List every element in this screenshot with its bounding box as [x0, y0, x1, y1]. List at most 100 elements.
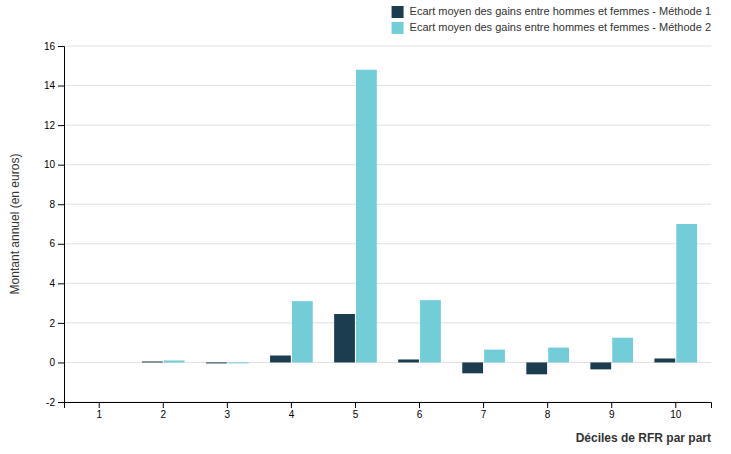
- tick-label: 12: [44, 120, 56, 131]
- tick-mark: [163, 402, 164, 408]
- tick-mark: [547, 402, 548, 408]
- tick-label: 2: [49, 318, 55, 329]
- tick-mark: [291, 402, 292, 408]
- tick: -2: [46, 397, 64, 408]
- bar: [100, 362, 121, 363]
- y-axis-title: Montant annuel (en euros): [8, 154, 22, 295]
- tick-label: 4: [289, 409, 295, 420]
- tick: 10: [670, 402, 682, 420]
- tick-mark: [58, 46, 64, 47]
- bar: [398, 359, 419, 362]
- bar: [142, 361, 163, 363]
- x-axis: 1 2 3 4 5 6 7 8 9 10: [65, 402, 712, 420]
- tick-mark: [227, 402, 228, 408]
- tick-mark: [58, 402, 64, 403]
- y-axis: -2 0 2 4 6 8 10 12 14 16: [44, 41, 65, 408]
- tick-label: 8: [545, 409, 551, 420]
- bar: [420, 300, 441, 362]
- tick: 4: [49, 278, 64, 289]
- tick-label: 9: [609, 409, 615, 420]
- tick: 16: [44, 41, 64, 52]
- bar-series: [142, 314, 675, 374]
- tick-label: 6: [417, 409, 423, 420]
- bar: [334, 314, 355, 362]
- tick-mark: [675, 402, 676, 408]
- chart: 12345678910-20246810121416Montant annuel…: [0, 0, 731, 454]
- tick: 4: [289, 402, 295, 420]
- bar: [270, 356, 291, 363]
- tick: 7: [481, 402, 487, 420]
- bar: [292, 301, 313, 362]
- tick: 5: [353, 402, 359, 420]
- tick: 14: [44, 80, 64, 91]
- tick: 2: [161, 402, 167, 420]
- tick-mark: [58, 125, 64, 126]
- grid-line: [64, 322, 711, 323]
- grid: [64, 46, 711, 402]
- tick-mark: [58, 165, 64, 166]
- bar: [164, 360, 185, 362]
- tick-label: 3: [225, 409, 231, 420]
- tick-mark: [58, 204, 64, 205]
- grid-line: [64, 46, 711, 47]
- legend-item: Ecart moyen des gains entre hommes et fe…: [392, 5, 711, 18]
- tick: 0: [49, 357, 64, 368]
- legend-item: Ecart moyen des gains entre hommes et fe…: [392, 21, 711, 34]
- tick-mark: [58, 283, 64, 284]
- tick-label: 5: [353, 409, 359, 420]
- tick-mark: [58, 86, 64, 87]
- tick-mark: [58, 323, 64, 324]
- legend: Ecart moyen des gains entre hommes et fe…: [392, 5, 711, 34]
- bar: [356, 70, 377, 363]
- grid-line: [64, 85, 711, 86]
- bar: [228, 362, 249, 364]
- axis-line: [65, 403, 712, 409]
- tick-label: 0: [49, 357, 55, 368]
- grid-line: [64, 204, 711, 205]
- bar: [612, 338, 633, 363]
- tick-label: 4: [49, 278, 55, 289]
- grid-line: [64, 243, 711, 244]
- tick-mark: [99, 402, 100, 408]
- tick-mark: [58, 244, 64, 245]
- bars: [142, 70, 697, 375]
- axis-line: [58, 47, 65, 403]
- tick-label: 7: [481, 409, 487, 420]
- tick-mark: [611, 402, 612, 408]
- legend-swatch: [392, 6, 404, 18]
- tick-mark: [483, 402, 484, 408]
- bar: [654, 358, 675, 362]
- tick: 8: [545, 402, 551, 420]
- plot: 12345678910-20246810121416: [44, 41, 712, 420]
- grid-line: [64, 164, 711, 165]
- bar: [484, 350, 505, 363]
- tick-label: 10: [670, 409, 682, 420]
- tick-label: 6: [49, 238, 55, 249]
- grid-line: [64, 283, 711, 284]
- bar: [590, 362, 611, 369]
- bar: [462, 362, 483, 373]
- bar: [78, 362, 99, 363]
- tick-label: -2: [46, 397, 55, 408]
- tick: 2: [49, 318, 64, 329]
- bar: [676, 224, 697, 362]
- tick: 6: [417, 402, 423, 420]
- tick: 12: [44, 120, 64, 131]
- tick-mark: [419, 402, 420, 408]
- tick: 1: [96, 402, 102, 420]
- x-axis-title: Déciles de RFR par part: [576, 431, 711, 445]
- bar: [206, 362, 227, 364]
- tick-label: 1: [96, 409, 102, 420]
- tick-label: 14: [44, 80, 56, 91]
- bar: [548, 348, 569, 363]
- tick-label: 8: [49, 199, 55, 210]
- bar: [526, 362, 547, 374]
- legend-label: Ecart moyen des gains entre hommes et fe…: [410, 5, 711, 17]
- tick-label: 16: [44, 41, 56, 52]
- grid-line: [64, 125, 711, 126]
- tick: 8: [49, 199, 64, 210]
- tick-mark: [58, 362, 64, 363]
- tick-mark: [355, 402, 356, 408]
- tick-label: 10: [44, 159, 56, 170]
- tick: 9: [609, 402, 615, 420]
